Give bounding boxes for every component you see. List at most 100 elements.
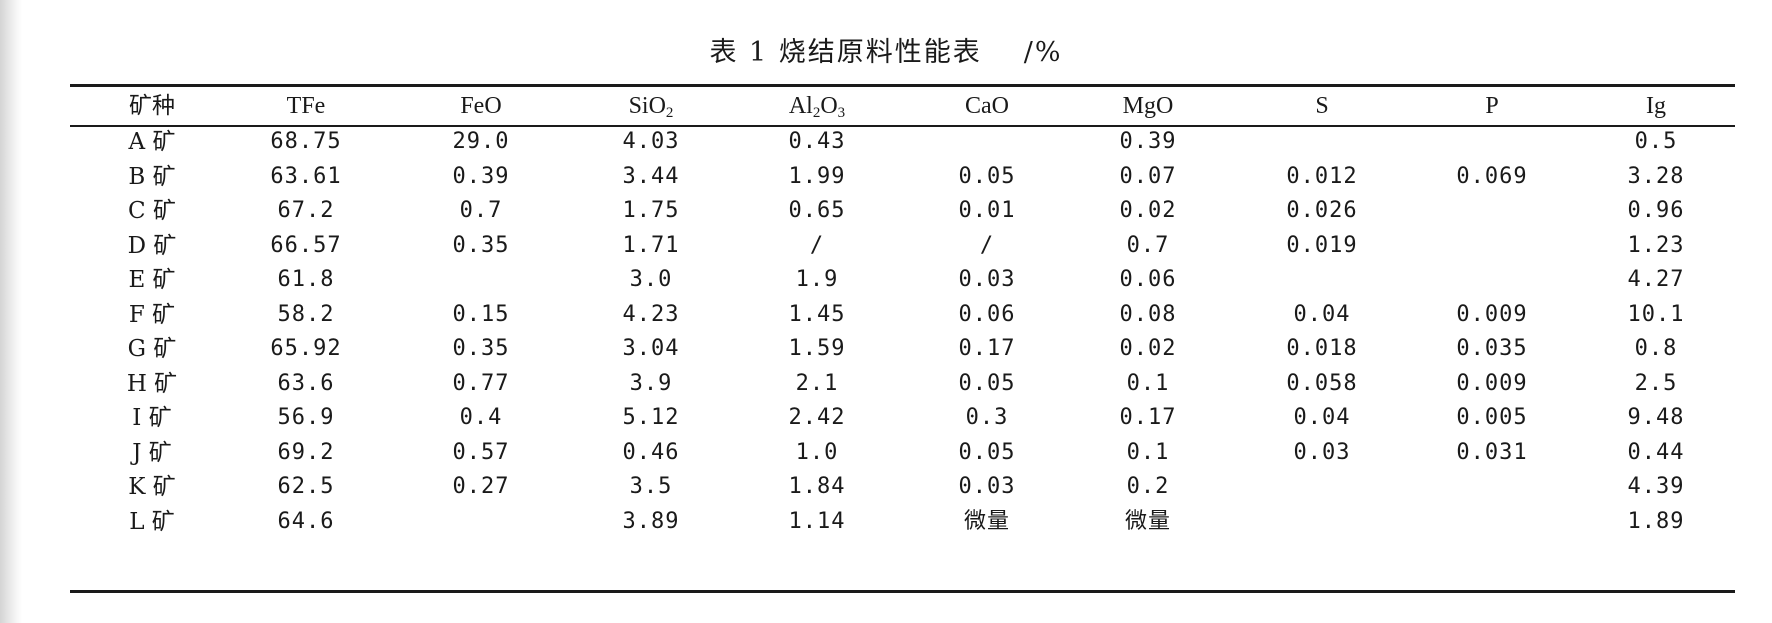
cell-species: A 矿 [128,129,176,155]
cell-p: 0.031 [1456,439,1528,465]
cell-cao: 微量 [963,508,1011,534]
cell-mgo: 0.17 [1119,405,1177,430]
cell-al2o3: 1.45 [788,301,846,327]
cell-ig: 1.89 [1627,508,1685,534]
cell-tfe: 63.6 [277,370,335,396]
cell-ig: 0.8 [1634,336,1678,361]
cell-sio2: 4.23 [622,301,680,327]
table-bottom-rule [70,590,1735,593]
cell-al2o3: 1.84 [788,474,846,499]
cell-mgo: 0.2 [1126,474,1170,499]
header-species: 矿种 [129,93,175,119]
cell-sio2: 5.12 [622,405,680,430]
cell-ig: 0.96 [1627,198,1685,223]
cell-cao: 0.05 [958,439,1016,465]
cell-cao: 0.05 [958,370,1016,396]
cell-tfe: 67.2 [277,198,335,223]
cell-species: G 矿 [127,336,177,362]
cell-al2o3: 1.14 [788,508,846,534]
cell-cao: 0.03 [958,267,1016,292]
header-sio2: SiO2 [628,93,674,121]
cell-tfe: 68.75 [270,129,342,154]
cell-tfe: 61.8 [277,267,335,292]
cell-s: 0.018 [1286,336,1358,361]
cell-s: 0.012 [1286,163,1358,189]
cell-tfe: 69.2 [277,439,335,465]
cell-cao: 0.03 [958,474,1016,499]
header-tfe: TFe [286,93,326,119]
table-header-rule [70,125,1735,127]
cell-al2o3: 2.42 [788,405,846,430]
cell-feo: 0.4 [459,405,503,430]
cell-sio2: 1.71 [622,232,680,258]
cell-tfe: 63.61 [270,163,342,189]
cell-al2o3: 2.1 [795,370,839,396]
cell-mgo: 0.39 [1119,129,1177,154]
cell-sio2: 3.9 [629,370,673,396]
scan-shadow [0,0,22,623]
cell-ig: 9.48 [1627,405,1685,430]
cell-sio2: 0.46 [622,439,680,465]
cell-feo: 0.35 [452,336,510,361]
cell-mgo: 微量 [1124,508,1172,534]
cell-sio2: 1.75 [622,198,680,223]
cell-p: 0.005 [1456,405,1528,430]
cell-tfe: 64.6 [277,508,335,534]
header-al2o3: Al2O3 [788,93,846,121]
cell-sio2: 3.0 [629,267,673,292]
cell-mgo: 0.07 [1119,163,1177,189]
cell-species: F 矿 [128,301,176,328]
cell-feo: 0.27 [452,474,510,499]
cell-mgo: 0.02 [1119,198,1177,223]
cell-feo: 0.15 [452,301,510,327]
header-s: S [1315,93,1329,119]
cell-p: 0.009 [1456,301,1528,327]
cell-species: B 矿 [128,163,176,190]
cell-feo: 0.35 [452,232,510,258]
cell-feo: 0.39 [452,163,510,189]
cell-tfe: 58.2 [277,301,335,327]
cell-feo: 0.77 [452,370,510,396]
cell-species: C 矿 [128,198,176,224]
cell-cao: 0.05 [958,163,1016,189]
cell-species: D 矿 [127,232,177,259]
cell-cao: / [979,232,995,258]
cell-species: J 矿 [132,439,172,466]
cell-p: 0.009 [1456,370,1528,396]
cell-tfe: 62.5 [277,474,335,499]
table-title-line: 表 1 烧结原料性能表 /% [0,30,1772,69]
cell-species: I 矿 [132,405,172,431]
cell-feo: 0.57 [452,439,510,465]
cell-mgo: 0.06 [1119,267,1177,292]
cell-p: 0.069 [1456,163,1528,189]
cell-cao: 0.06 [958,301,1016,327]
cell-al2o3: 1.59 [788,336,846,361]
cell-sio2: 3.5 [629,474,673,499]
cell-al2o3: 0.43 [788,129,846,154]
cell-s: 0.04 [1293,405,1351,430]
cell-cao: 0.01 [958,198,1016,223]
cell-species: L 矿 [129,508,175,535]
cell-ig: 3.28 [1627,163,1685,189]
cell-species: H 矿 [126,370,178,397]
cell-sio2: 4.03 [622,129,680,154]
cell-cao: 0.17 [958,336,1016,361]
header-feo: FeO [460,93,502,119]
cell-mgo: 0.1 [1126,370,1170,396]
cell-tfe: 66.57 [270,232,342,258]
cell-al2o3: 1.99 [788,163,846,189]
table-top-rule [70,84,1735,87]
cell-cao: 0.3 [965,405,1009,430]
table-unit: /% [1023,37,1063,68]
cell-ig: 4.27 [1627,267,1685,292]
cell-ig: 4.39 [1627,474,1685,499]
cell-p: 0.035 [1456,336,1528,361]
cell-s: 0.04 [1293,301,1351,327]
cell-feo: 29.0 [452,129,510,154]
cell-mgo: 0.02 [1119,336,1177,361]
cell-ig: 0.44 [1627,439,1685,465]
cell-species: E 矿 [128,267,176,293]
cell-ig: 1.23 [1627,232,1685,258]
header-p: P [1485,93,1499,119]
cell-s: 0.026 [1286,198,1358,223]
